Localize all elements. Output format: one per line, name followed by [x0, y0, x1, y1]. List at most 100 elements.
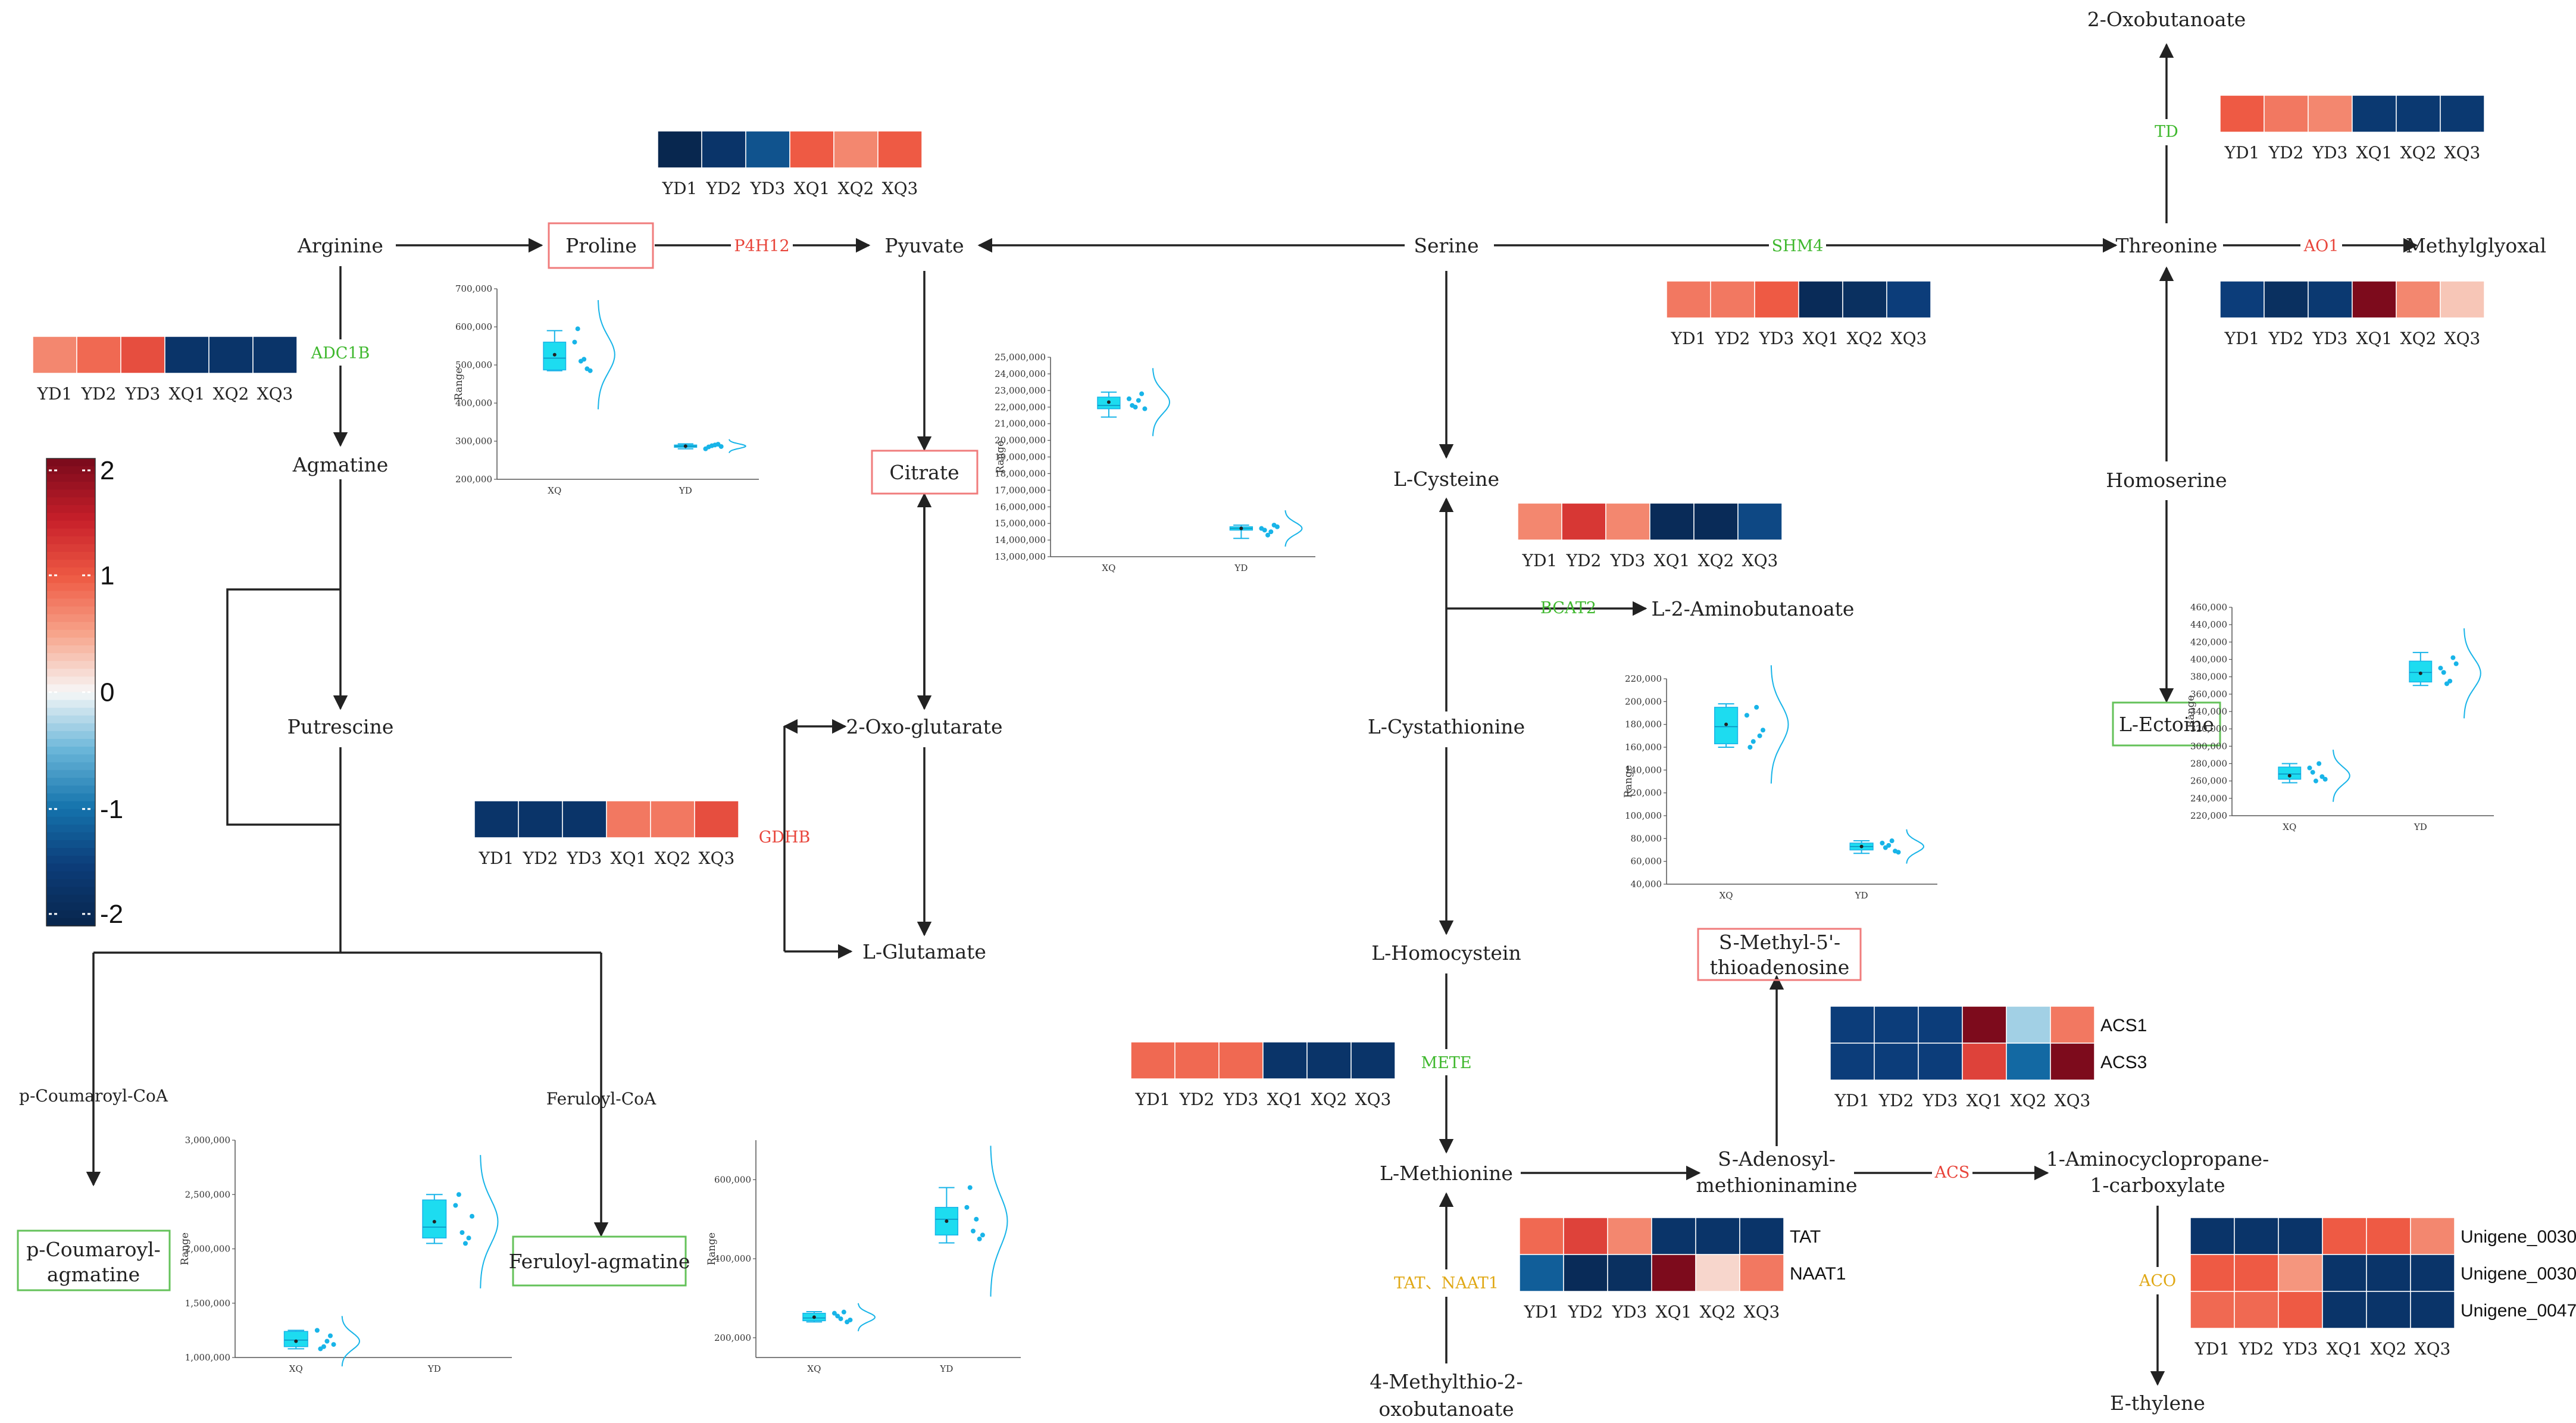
heatmap-sample-label: XQ1 [1656, 1302, 1692, 1322]
color-scale-band [46, 832, 95, 841]
glutamate-label: L-Glutamate [862, 940, 986, 963]
heatmap-row-label: TAT [1790, 1227, 1821, 1247]
plot-density [341, 1316, 361, 1366]
mete-label-bg [1420, 1049, 1473, 1075]
heatmap-cell [1886, 280, 1931, 319]
color-scale-band [46, 692, 95, 701]
plot-mean [2418, 671, 2422, 675]
heatmap-sample-label: XQ1 [2356, 143, 2393, 163]
heatmap-sample-label: XQ3 [2444, 329, 2481, 348]
plot-point [2450, 655, 2456, 660]
edges-sulfur [977, 238, 2165, 1386]
heatmap-aco: Unigene_003051 Unigene_003049 Unigene_0047… [2190, 1217, 2576, 1359]
plot-y-tick-label: 400,000 [714, 1253, 751, 1264]
color-scale-band [46, 700, 95, 709]
plot-point [2319, 774, 2325, 779]
plot-point [831, 1310, 837, 1316]
plot-point [848, 1317, 853, 1322]
heatmap-cell [1563, 1254, 1608, 1292]
compound-labels: Arginine Agmatine Putrescine Proline Pyu… [26, 8, 2546, 1421]
plot-y-tick-label: 1,500,000 [185, 1298, 230, 1309]
plot-y-label: Range [179, 1232, 191, 1265]
color-scale-band [46, 894, 95, 903]
gdhb-label: GDHB [759, 828, 811, 847]
plot-x-tick-label: YD [427, 1363, 441, 1374]
plot-point [1747, 745, 1753, 750]
plot-y-tick-label: 140,000 [1625, 764, 1662, 775]
plot-y-tick-label: 20,000,000 [995, 435, 1046, 446]
agmatine-label: Agmatine [292, 453, 389, 476]
plot-point [587, 368, 593, 373]
plot-y-tick-label: 23,000,000 [995, 385, 1046, 396]
heatmap-cell [657, 130, 702, 168]
heatmap-sample-label: YD1 [479, 848, 514, 868]
plot-density [858, 1303, 876, 1331]
heatmap-sample-label: XQ1 [2327, 1339, 2363, 1359]
color-scale-band [46, 598, 95, 607]
plot-point [1896, 850, 1901, 855]
plot-y-tick-label: 420,000 [2190, 636, 2227, 647]
color-scale-band [46, 661, 95, 670]
color-scale-band [46, 809, 95, 817]
heatmap-cell [1607, 1254, 1652, 1292]
heatmap-cell [2410, 1291, 2455, 1329]
heatmap-sample-label: YD2 [2268, 143, 2304, 163]
color-scale-band [46, 801, 95, 810]
plot-point [456, 1192, 461, 1197]
color-scale-band [46, 871, 95, 880]
plot-point [964, 1204, 970, 1210]
heatmap-sample-label: XQ3 [1742, 551, 1778, 570]
adc1b-label: ADC1B [311, 344, 370, 363]
heatmap-sample-label: XQ2 [2011, 1091, 2047, 1110]
acs-label: ACS [1934, 1163, 1970, 1182]
tat-naat1-label-bg [1387, 1269, 1506, 1297]
heatmap-cell [2308, 280, 2353, 319]
heatmap-cell [2440, 280, 2485, 319]
heatmap-sample-label: YD1 [1522, 551, 1558, 570]
heatmap-cell [2050, 1043, 2095, 1081]
heatmap-sample-label: YD1 [2194, 1339, 2230, 1359]
heatmap-sample-label: YD2 [1878, 1091, 1914, 1110]
enzyme-labels: ADC1B P4H12 GDHB SHM4 BCAT2 METE TAT、NAA… [307, 119, 2342, 1297]
heatmap-cell [32, 336, 77, 374]
color-scale-band [46, 591, 95, 600]
plot-y-tick-label: 600,000 [455, 322, 492, 332]
plot-mean [432, 1219, 436, 1224]
plot-y-label: Range [1622, 765, 1634, 798]
plot-y-tick-label: 17,000,000 [995, 485, 1046, 495]
plot-mean [1239, 526, 1243, 530]
heatmap-sample-label: XQ3 [882, 179, 918, 198]
plot-y-label: Range [995, 441, 1006, 473]
color-scale-band [46, 536, 95, 545]
color-scale-band [46, 816, 95, 825]
heatmap-cell [2352, 95, 2397, 133]
color-scale-band [46, 684, 95, 693]
heatmap-cell [2190, 1217, 2235, 1255]
plot-density [2464, 628, 2481, 719]
heatmap-cell [1962, 1043, 2007, 1081]
heatmap-sample-label: XQ3 [2444, 143, 2481, 163]
citrate-box [871, 450, 978, 495]
heatmap-cell [606, 800, 651, 838]
heatmap-row-label: NAAT1 [1790, 1264, 1846, 1284]
shm4-label-bg [1769, 233, 1826, 257]
heatmap-cell [1695, 1254, 1740, 1292]
plot-point [572, 339, 577, 345]
methylthio-label-2: oxobutanoate [1378, 1397, 1514, 1421]
heatmap-cell [2278, 1217, 2323, 1255]
heatmap-cell [1918, 1043, 1963, 1081]
heatmap-sample-label: XQ2 [838, 179, 874, 198]
mta-label-2: thioadenosine [1710, 956, 1850, 979]
heatmap-cell [1830, 1043, 1875, 1081]
heatmap-cell [518, 800, 563, 838]
plot-point [1126, 396, 1131, 401]
plot-point [1889, 838, 1895, 844]
plot-density [1770, 665, 1789, 784]
plot-y-tick-label: 500,000 [455, 360, 492, 370]
color-scale-band [46, 723, 95, 732]
heatmap-cell [2219, 280, 2265, 319]
oxobutanoate-label: 2-Oxobutanoate [2087, 8, 2246, 31]
plot-x-tick-label: XQ [548, 485, 561, 496]
heatmap-cell [120, 336, 165, 374]
plot-y-tick-label: 400,000 [2190, 654, 2227, 665]
